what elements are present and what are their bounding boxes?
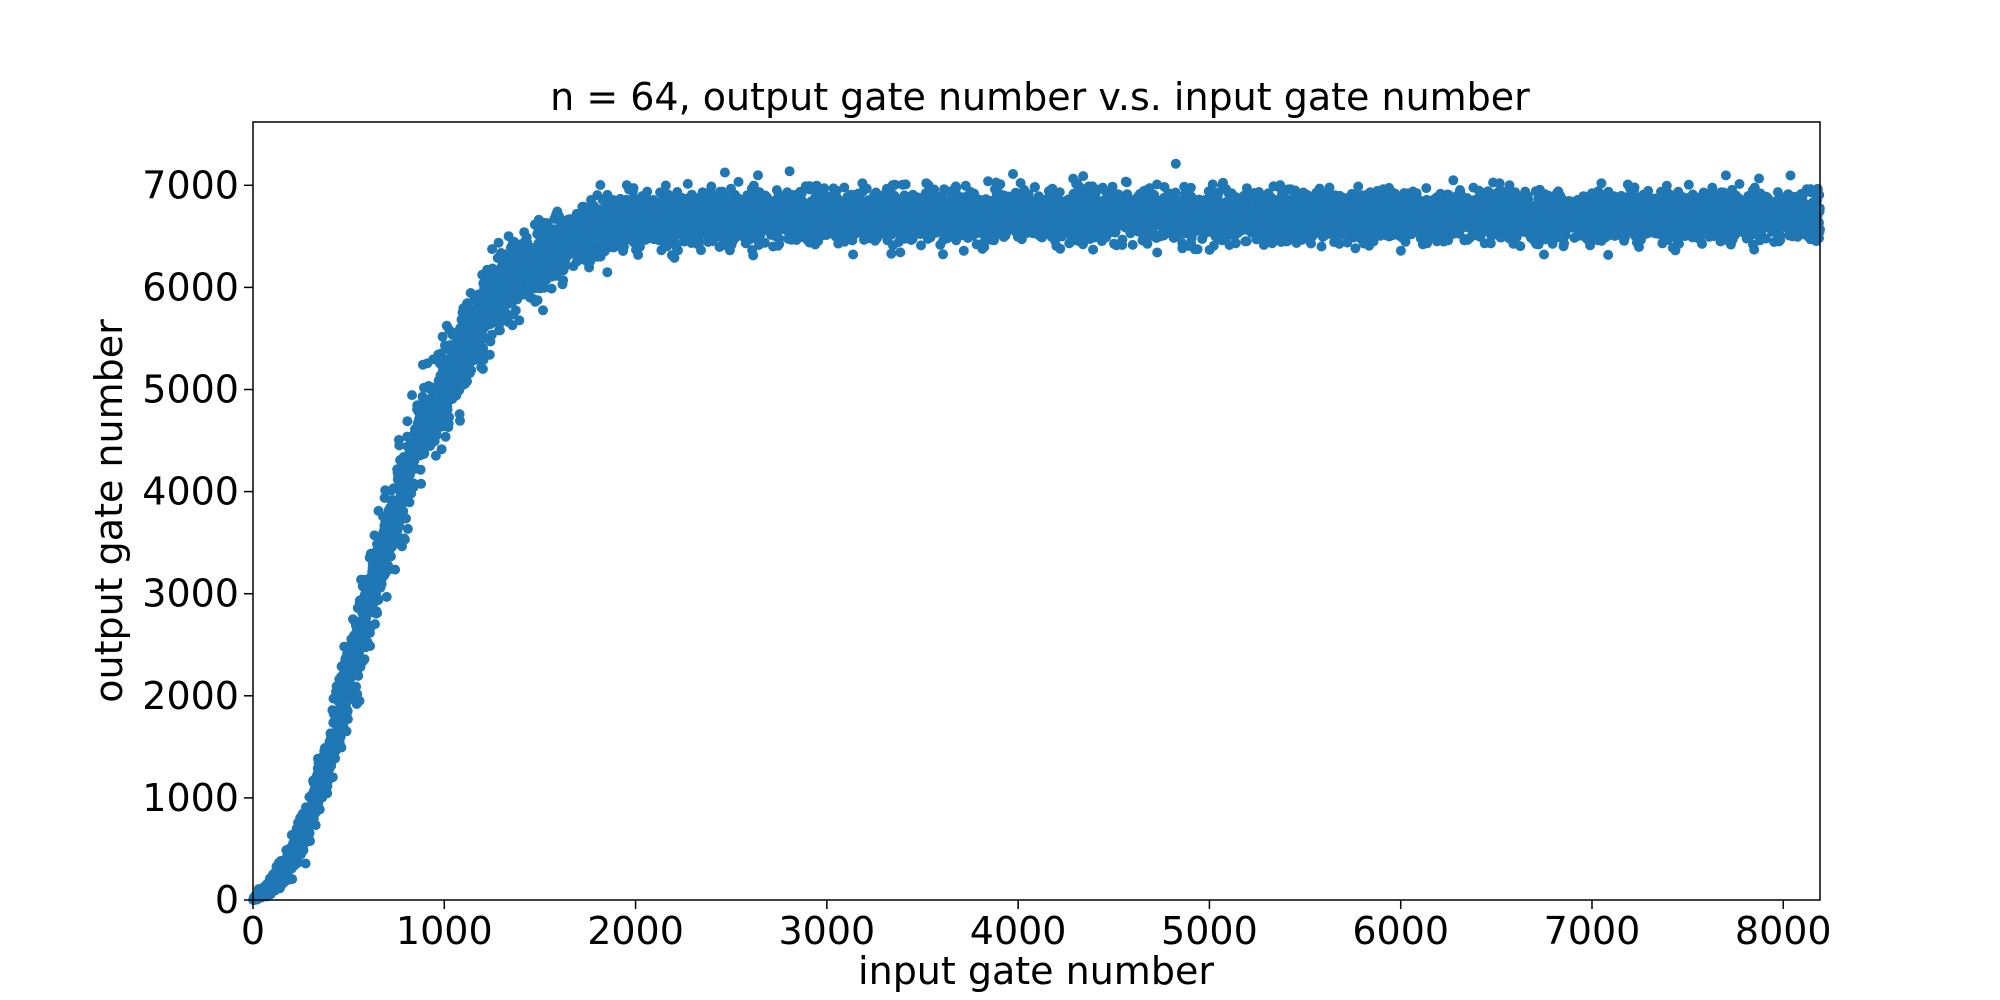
data-point [407, 390, 417, 401]
data-point [342, 714, 353, 725]
data-point [342, 706, 353, 716]
data-point [706, 181, 717, 192]
data-point [514, 315, 525, 326]
data-point [436, 444, 447, 455]
data-point [494, 325, 505, 336]
data-point [733, 176, 744, 187]
data-point [1078, 171, 1089, 182]
data-point [305, 836, 315, 847]
data-point [595, 180, 606, 190]
data-point [886, 248, 897, 259]
data-point [327, 772, 338, 783]
data-point [753, 170, 763, 181]
data-point [416, 478, 427, 489]
data-point [304, 827, 315, 838]
data-point [287, 874, 298, 885]
data-point [1170, 187, 1181, 198]
data-point [900, 179, 911, 190]
data-point [300, 858, 311, 869]
data-point [365, 641, 376, 651]
data-point [455, 415, 465, 426]
data-point [673, 245, 683, 256]
data-point [510, 305, 521, 316]
data-point [336, 742, 347, 753]
data-point [444, 412, 455, 423]
data-point [848, 249, 859, 260]
data-point [1030, 182, 1040, 192]
data-point [310, 820, 321, 831]
data-point [532, 295, 543, 306]
data-point [682, 178, 693, 189]
data-point [341, 726, 352, 737]
data-point [546, 283, 557, 294]
data-point [1170, 158, 1181, 169]
data-point [381, 591, 392, 602]
data-point [419, 448, 430, 459]
data-point [353, 670, 364, 681]
data-point [1121, 177, 1132, 188]
data-point [660, 180, 671, 191]
data-point [430, 450, 441, 461]
data-point [370, 619, 380, 630]
data-point [1192, 244, 1203, 255]
data-point [538, 305, 548, 316]
data-point [938, 249, 948, 260]
data-point [1008, 169, 1018, 179]
data-point [401, 513, 411, 524]
data-point [602, 267, 613, 278]
data-point [1127, 239, 1138, 250]
data-point [404, 497, 415, 508]
data-point [484, 349, 495, 360]
data-point [995, 179, 1006, 190]
data-point [696, 245, 706, 256]
data-point [354, 695, 365, 706]
data-point [477, 364, 488, 374]
data-point [466, 365, 477, 376]
data-point [351, 681, 362, 692]
data-point [895, 247, 906, 258]
data-point [774, 233, 785, 244]
data-point [399, 534, 410, 545]
data-point [408, 482, 419, 493]
data-point [784, 166, 795, 177]
data-point [1185, 182, 1196, 193]
data-point [558, 275, 569, 286]
data-point [748, 250, 759, 261]
data-point [440, 431, 451, 442]
data-point [330, 753, 341, 764]
data-point [1055, 243, 1066, 254]
data-point [493, 237, 504, 248]
data-point [719, 167, 730, 178]
data-point [402, 416, 413, 427]
data-point [402, 523, 413, 534]
data-point [314, 804, 325, 815]
data-point [390, 564, 401, 575]
data-point [359, 654, 370, 665]
data-point [1088, 244, 1099, 255]
data-point [1054, 187, 1065, 198]
data-point [373, 595, 384, 605]
data-points [248, 158, 1825, 905]
data-point [372, 608, 383, 619]
data-point [437, 331, 448, 342]
data-point [1117, 234, 1128, 245]
data-point [628, 183, 639, 194]
data-point [958, 245, 969, 256]
chart-title: n = 64, output gate number v.s. input ga… [550, 75, 1530, 119]
data-point [394, 440, 405, 451]
data-point [385, 551, 396, 562]
data-point [415, 464, 426, 475]
data-point [1152, 247, 1163, 258]
